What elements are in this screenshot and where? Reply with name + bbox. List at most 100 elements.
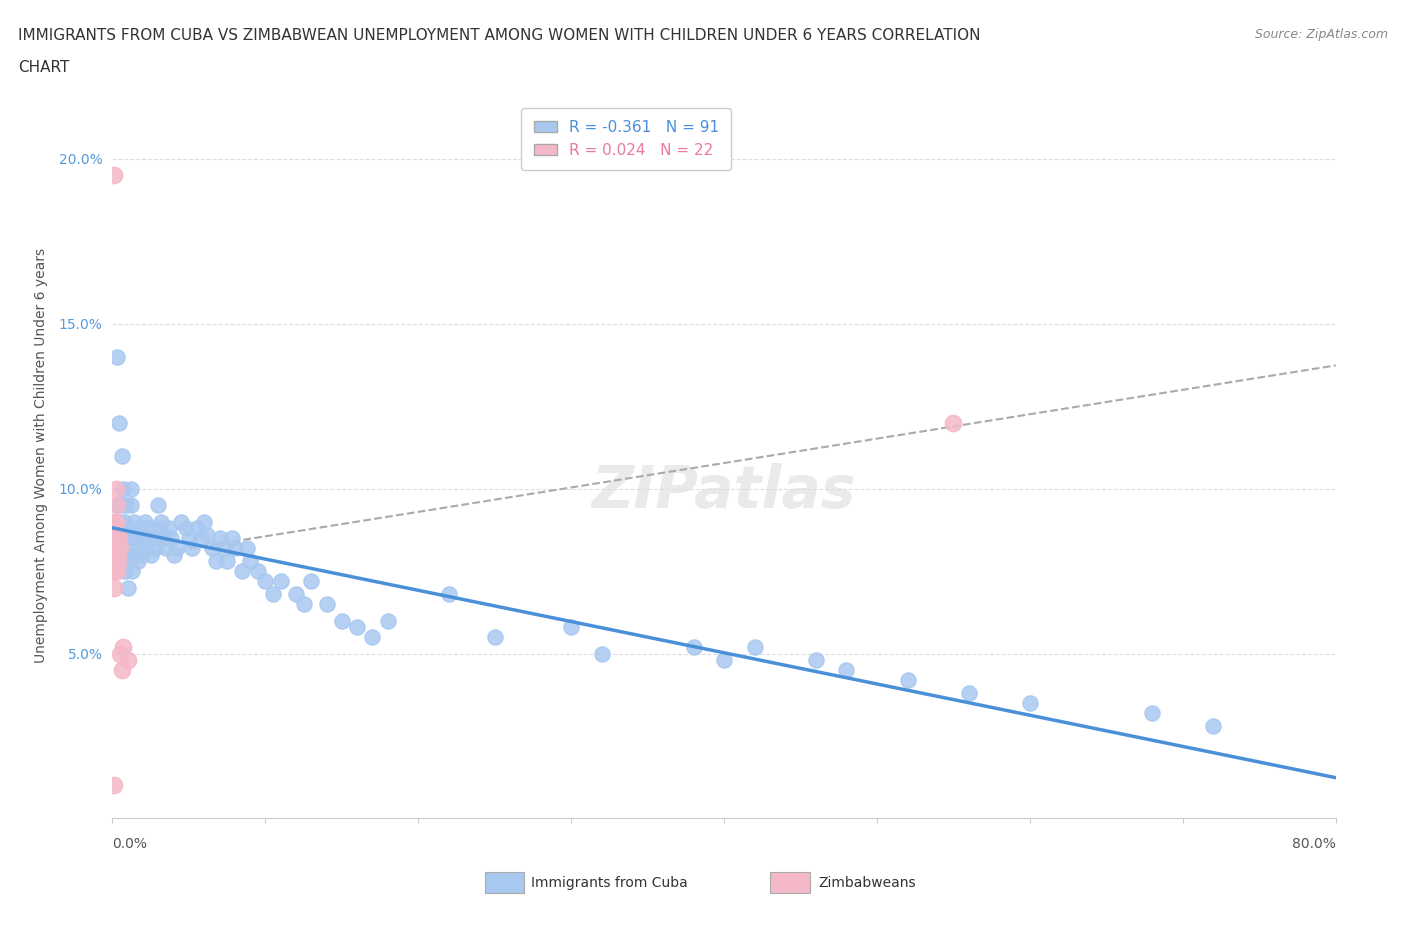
Point [117, 547, 139, 562]
Point [239, 553, 262, 568]
Point [292, 597, 315, 612]
Point [121, 531, 143, 546]
Text: 80.0%: 80.0% [1292, 837, 1336, 851]
Point [115, 498, 138, 512]
Point [122, 514, 145, 529]
Point [166, 540, 188, 555]
Point [118, 521, 141, 536]
Point [231, 564, 253, 578]
Point [284, 587, 308, 602]
Point [149, 521, 172, 536]
Point [124, 531, 146, 546]
Point [118, 547, 141, 562]
Point [437, 587, 460, 602]
Point [142, 531, 165, 546]
Point [107, 416, 129, 431]
Point [103, 168, 125, 183]
Point [136, 521, 159, 536]
Point [346, 619, 368, 634]
Text: Zimbabweans: Zimbabweans [818, 875, 915, 890]
Point [103, 778, 125, 793]
Point [713, 653, 735, 668]
Point [682, 640, 704, 655]
Point [205, 553, 228, 568]
Point [377, 613, 399, 628]
Point [103, 531, 125, 546]
Point [159, 531, 181, 546]
Text: Source: ZipAtlas.com: Source: ZipAtlas.com [1254, 28, 1388, 41]
Point [190, 531, 212, 546]
Text: 0.0%: 0.0% [112, 837, 148, 851]
Point [125, 540, 148, 555]
Point [108, 514, 131, 529]
Text: Immigrants from Cuba: Immigrants from Cuba [531, 875, 688, 890]
Point [170, 514, 193, 529]
Point [108, 547, 131, 562]
Point [107, 553, 129, 568]
Point [246, 564, 269, 578]
Point [112, 640, 135, 655]
Point [108, 646, 131, 661]
Point [1202, 719, 1225, 734]
Point [201, 540, 224, 555]
Point [217, 553, 239, 568]
Point [174, 521, 197, 536]
Point [177, 531, 200, 546]
Point [591, 646, 613, 661]
Bar [770, 872, 810, 893]
Point [134, 514, 156, 529]
Point [195, 527, 218, 542]
Point [484, 630, 506, 644]
Point [105, 531, 128, 546]
Point [299, 574, 322, 589]
Point [897, 672, 920, 687]
Point [114, 514, 136, 529]
Point [129, 531, 152, 546]
Point [157, 521, 180, 536]
Point [107, 531, 129, 546]
Point [942, 416, 965, 431]
Point [1018, 696, 1040, 711]
Point [224, 540, 246, 555]
Point [835, 662, 858, 677]
Point [193, 514, 215, 529]
Point [361, 630, 384, 644]
Point [124, 547, 146, 562]
Point [270, 574, 292, 589]
Bar [485, 872, 524, 893]
Point [212, 540, 235, 555]
Point [181, 540, 204, 555]
Point [112, 481, 135, 496]
Point [560, 619, 582, 634]
Point [150, 514, 173, 529]
Point [254, 574, 277, 589]
Point [105, 498, 128, 512]
Point [315, 597, 337, 612]
Point [131, 547, 153, 562]
Point [104, 514, 127, 529]
Point [804, 653, 827, 668]
Point [111, 498, 134, 512]
Text: ZIPatlas: ZIPatlas [592, 463, 856, 521]
Point [112, 531, 135, 546]
Point [117, 653, 139, 668]
Point [115, 531, 138, 546]
Text: IMMIGRANTS FROM CUBA VS ZIMBABWEAN UNEMPLOYMENT AMONG WOMEN WITH CHILDREN UNDER : IMMIGRANTS FROM CUBA VS ZIMBABWEAN UNEMP… [18, 28, 981, 43]
Point [111, 662, 134, 677]
Point [103, 514, 125, 529]
Point [236, 540, 259, 555]
Point [221, 531, 243, 546]
Point [152, 531, 174, 546]
Point [105, 498, 128, 512]
Point [103, 547, 125, 562]
Point [1142, 706, 1164, 721]
Point [103, 580, 125, 595]
Point [132, 540, 155, 555]
Y-axis label: Unemployment Among Women with Children Under 6 years: Unemployment Among Women with Children U… [34, 248, 48, 663]
Point [148, 498, 170, 512]
Point [129, 521, 152, 536]
Point [262, 587, 284, 602]
Point [957, 685, 980, 700]
Point [105, 350, 128, 365]
Point [108, 540, 131, 555]
